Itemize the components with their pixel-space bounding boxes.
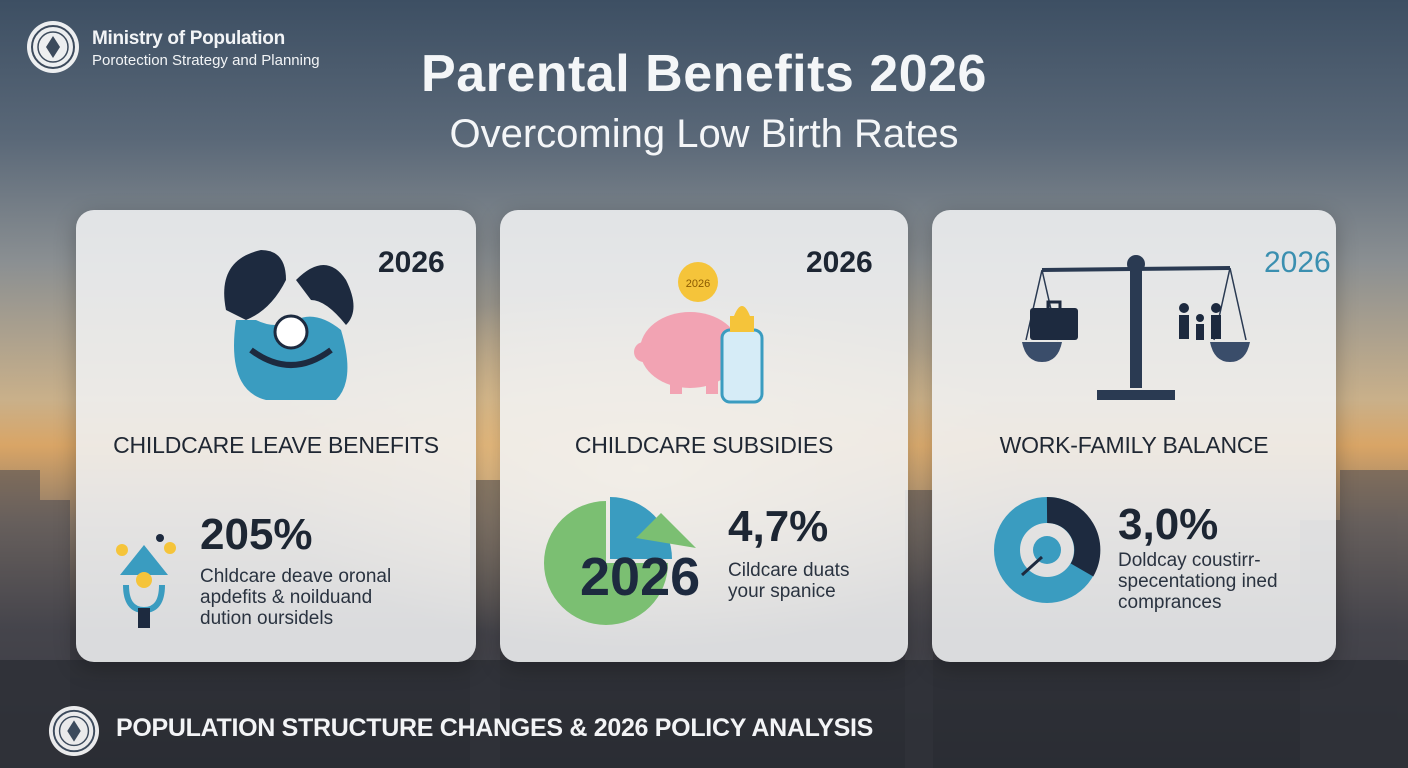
coin-label: 2026	[686, 278, 710, 290]
stat-value: 205%	[200, 510, 313, 559]
ministry-name: Ministry of Population	[92, 28, 285, 49]
card-year: 2026	[378, 246, 445, 279]
ministry-seal-icon	[48, 705, 100, 757]
ministry-subtitle: Porotection Strategy and Planning	[92, 52, 320, 69]
card-childcare-subsidies: 2026 2026 CHILDCARE SUBSIDIES 2026 4,7% …	[500, 210, 908, 662]
stat-value: 3,0%	[1118, 500, 1219, 549]
stat-value: 4,7%	[728, 502, 829, 551]
card-work-family-balance: 2026 WORK-FAMILY BALANCE 3,0% Doldcay co…	[932, 210, 1336, 662]
balance-scale-icon	[1022, 255, 1250, 400]
card-heading: CHILDCARE SUBSIDIES	[574, 432, 834, 458]
ministry-label: Ministry of Population Porotection Strat…	[92, 28, 320, 69]
card-childcare-leave: 2026 CHILDCARE LEAVE BENEFITS 205% Chldc…	[76, 210, 476, 662]
ministry-seal-icon	[27, 21, 79, 73]
pie-chart-icon	[544, 497, 696, 625]
stat-description: Chldcare deave oronal apdefits & noildua…	[200, 566, 392, 629]
card-year: 2026	[1264, 246, 1331, 279]
donut-chart-icon	[994, 496, 1101, 603]
card-heading: WORK-FAMILY BALANCE	[999, 432, 1269, 458]
stat-description: Cildcare duats your spanice	[728, 560, 850, 602]
parents-baby-icon	[224, 250, 354, 400]
page-subtitle: Overcoming Low Birth Rates	[449, 112, 959, 156]
card-heading: CHILDCARE LEAVE BENEFITS	[113, 432, 439, 458]
footer-caption: POPULATION STRUCTURE CHANGES & 2026 POLI…	[116, 714, 874, 742]
stat-description: Doldcay coustirr- specentationg ined com…	[1118, 550, 1278, 613]
chart-year-label: 2026	[580, 547, 701, 607]
page-title: Parental Benefits 2026	[421, 45, 987, 103]
piggy-bank-bottle-icon: 2026	[634, 262, 764, 404]
lightbulb-idea-icon	[116, 534, 176, 628]
card-year: 2026	[806, 246, 873, 279]
